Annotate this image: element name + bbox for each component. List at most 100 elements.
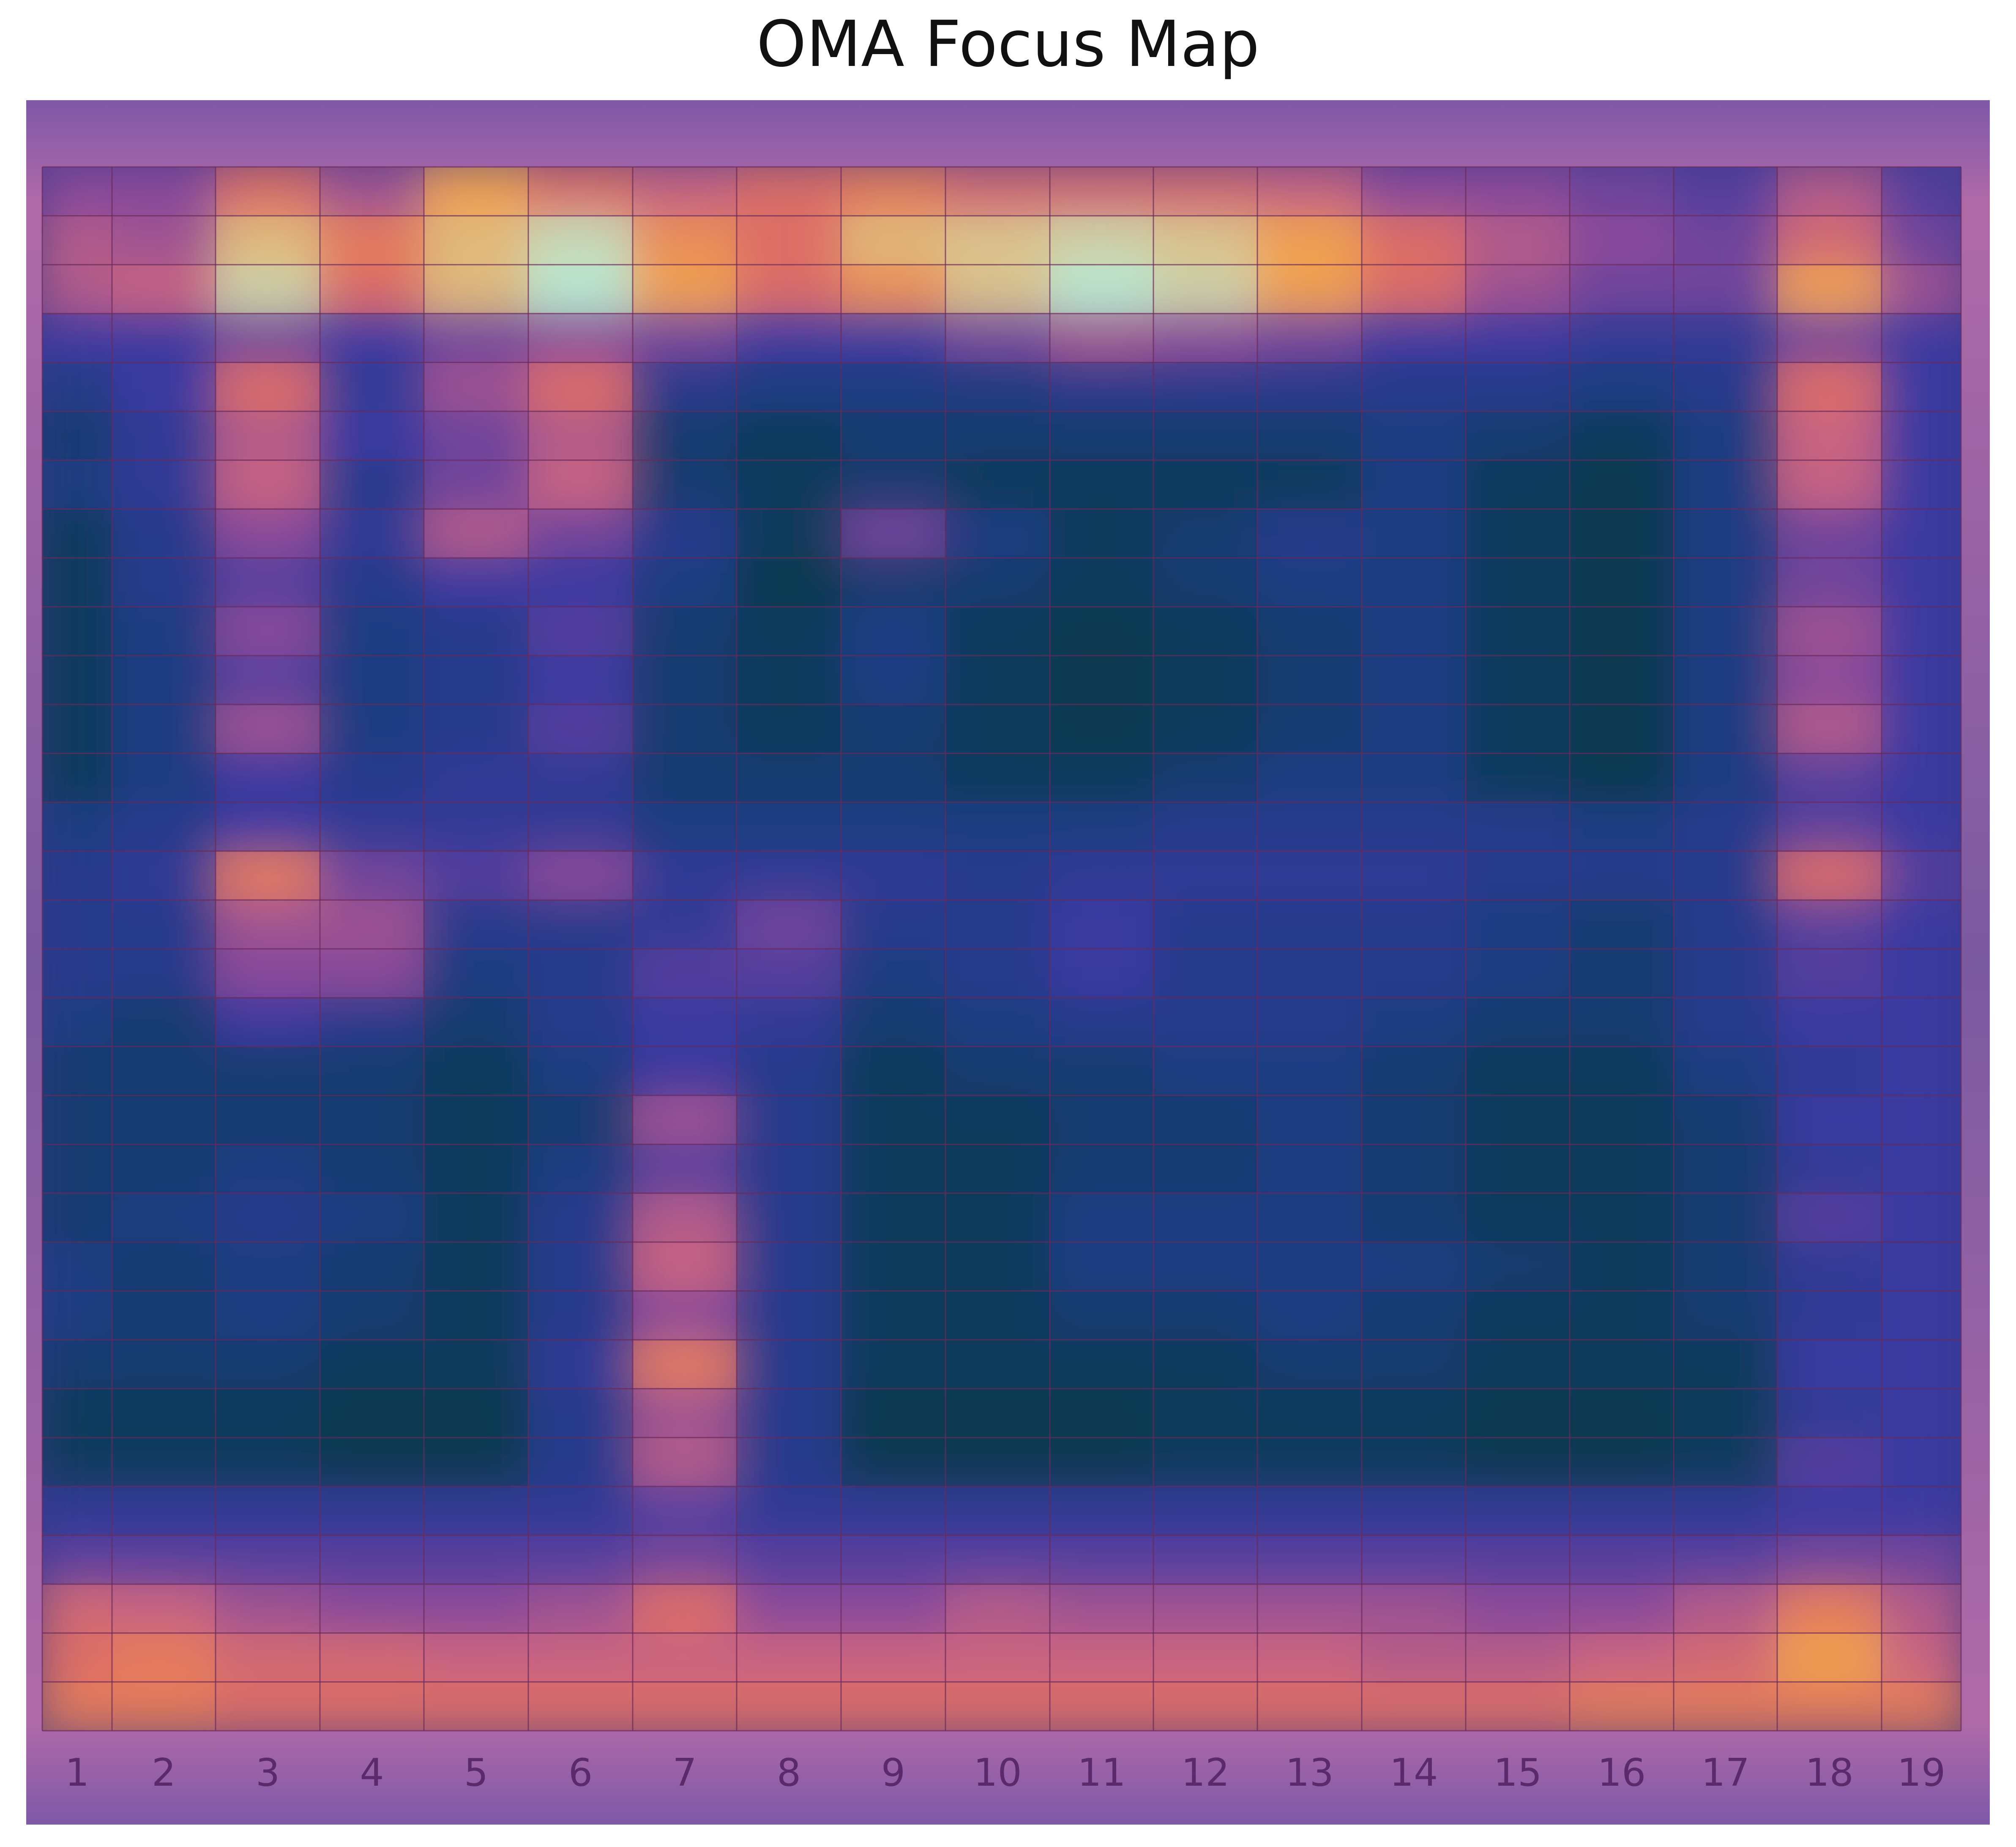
heat-glow xyxy=(1569,215,1675,266)
heat-glow xyxy=(840,948,946,999)
heat-cell xyxy=(1777,1682,1882,1731)
heat-glow xyxy=(632,459,738,510)
heat-cell xyxy=(633,509,737,558)
heat-cell xyxy=(1257,802,1362,851)
heat-glow xyxy=(1776,1485,1882,1536)
heat-cell xyxy=(1570,1535,1674,1585)
heat-glow xyxy=(215,1192,321,1243)
heat-cell xyxy=(841,216,945,265)
heat-glow xyxy=(1881,752,1961,803)
heat-glow xyxy=(42,264,113,314)
heat-glow xyxy=(1673,1632,1778,1683)
heat-cell xyxy=(1362,362,1466,412)
heat-cell xyxy=(1050,753,1153,803)
heat-glow xyxy=(1361,1437,1467,1487)
heat-cell xyxy=(320,1242,424,1291)
heat-cell xyxy=(945,411,1050,460)
heat-cell xyxy=(1777,1193,1882,1242)
heat-cell xyxy=(841,1046,945,1096)
heat-glow xyxy=(1257,948,1363,999)
heat-glow xyxy=(319,752,425,803)
heat-cell xyxy=(737,656,841,705)
heat-cell xyxy=(1466,313,1570,363)
heat-glow xyxy=(319,1632,425,1683)
heat-glow xyxy=(1569,264,1675,314)
heat-cell xyxy=(633,704,737,754)
heat-glow xyxy=(527,1241,634,1292)
heat-cell xyxy=(1362,167,1466,216)
heat-cell xyxy=(112,313,216,363)
heat-cell xyxy=(1050,656,1153,705)
heat-cell xyxy=(42,1486,112,1536)
heat-glow xyxy=(111,312,216,363)
heat-glow xyxy=(1776,1241,1882,1292)
heat-cell xyxy=(1570,704,1674,754)
heat-glow xyxy=(1776,264,1882,314)
heat-glow xyxy=(1465,312,1571,363)
heat-glow xyxy=(945,948,1051,999)
heat-glow xyxy=(111,1485,216,1536)
heat-glow xyxy=(42,1437,113,1487)
heat-cell xyxy=(1153,1193,1257,1242)
heat-glow xyxy=(1673,459,1778,510)
heat-glow xyxy=(1361,948,1467,999)
heat-glow xyxy=(215,410,321,461)
heat-glow xyxy=(111,215,216,266)
heat-cell xyxy=(424,1242,528,1291)
heat-cell xyxy=(1777,607,1882,656)
heat-glow xyxy=(215,1046,321,1096)
heat-cell xyxy=(1362,1291,1466,1340)
heat-cell xyxy=(528,607,633,656)
heat-glow xyxy=(1465,215,1571,266)
heat-cell xyxy=(841,1535,945,1585)
heat-glow xyxy=(945,606,1051,657)
heat-cell xyxy=(945,900,1050,949)
heat-glow xyxy=(1049,1583,1154,1634)
heat-glow xyxy=(1361,997,1467,1048)
heat-glow xyxy=(945,655,1051,705)
heat-glow xyxy=(736,508,842,559)
heat-cell xyxy=(1570,216,1674,265)
heat-glow xyxy=(319,167,425,217)
heat-cell xyxy=(737,802,841,851)
heat-glow xyxy=(215,1485,321,1536)
heat-cell xyxy=(1257,997,1362,1047)
heat-cell xyxy=(112,362,216,412)
heat-glow xyxy=(1257,1192,1363,1243)
heat-glow xyxy=(215,1437,321,1487)
heat-glow xyxy=(1153,948,1258,999)
heat-cell xyxy=(1777,509,1882,558)
heat-cell xyxy=(1153,509,1257,558)
heat-glow xyxy=(1673,1583,1778,1634)
heat-cell xyxy=(42,851,112,900)
heat-cell xyxy=(216,265,320,314)
heat-glow xyxy=(319,1192,425,1243)
heat-cell xyxy=(320,1437,424,1486)
heat-glow xyxy=(840,508,946,559)
heat-cell xyxy=(424,1535,528,1585)
heat-cell xyxy=(42,265,112,314)
heat-cell xyxy=(42,1144,112,1194)
heat-cell xyxy=(1674,1242,1777,1291)
heat-glow xyxy=(1569,752,1675,803)
heat-cell xyxy=(1570,460,1674,509)
heat-cell xyxy=(424,313,528,363)
heat-cell xyxy=(1362,1242,1466,1291)
heat-glow xyxy=(1881,997,1961,1048)
heat-glow xyxy=(42,703,113,754)
heat-cell xyxy=(1570,1584,1674,1633)
heat-cell xyxy=(1050,949,1153,998)
heat-glow xyxy=(215,459,321,510)
heat-glow xyxy=(319,1534,425,1585)
heat-cell xyxy=(320,753,424,803)
heat-glow xyxy=(1776,801,1882,852)
heat-cell xyxy=(1153,362,1257,412)
column-label: 7 xyxy=(672,1751,697,1795)
heat-glow xyxy=(1153,1241,1258,1292)
heat-glow xyxy=(111,1339,216,1390)
heat-glow xyxy=(527,167,634,217)
heat-cell xyxy=(1050,1682,1153,1731)
heat-glow xyxy=(527,361,634,413)
heat-cell xyxy=(528,1095,633,1145)
heat-glow xyxy=(1361,361,1467,413)
